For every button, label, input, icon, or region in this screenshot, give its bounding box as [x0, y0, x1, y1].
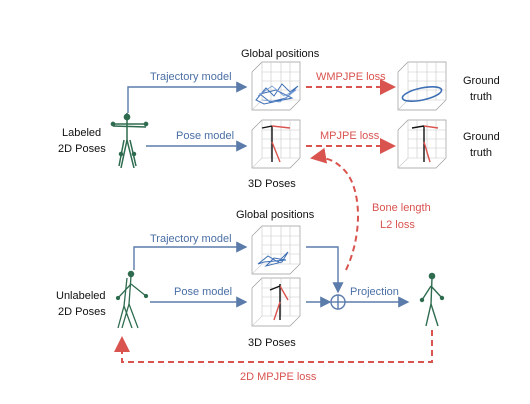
unlabeled-input-label-line1: Unlabeled	[56, 290, 106, 302]
projected-2d-skeleton-icon	[419, 272, 445, 327]
mpjpe-2d-loss-arrow	[114, 330, 433, 363]
bottom-3d-pose-plot	[251, 277, 301, 327]
top-global-positions-title: Global positions	[241, 48, 320, 60]
ground-truth-global-plot	[397, 61, 447, 111]
unlabeled-2d-skeleton-icon	[115, 270, 149, 329]
ground-truth-1-line2: truth	[470, 91, 492, 103]
bottom-global-positions-plot	[251, 225, 301, 275]
labeled-input-label-line1: Labeled	[62, 127, 101, 139]
bottom-pose-model-label: Pose model	[174, 286, 232, 298]
top-trajectory-arrow	[127, 81, 248, 113]
bone-length-label-line2: L2 loss	[380, 219, 415, 231]
bottom-3d-poses-title: 3D Poses	[248, 337, 296, 349]
ground-truth-2-line1: Ground	[463, 131, 500, 143]
ground-truth-2-line2: truth	[470, 147, 492, 159]
mpjpe-loss-label: MPJPE loss	[320, 130, 380, 142]
bottom-trajectory-arrow	[133, 241, 248, 270]
sum-node-icon	[330, 294, 346, 310]
top-trajectory-model-label: Trajectory model	[150, 71, 232, 83]
ground-truth-3d-pose-plot	[397, 119, 447, 169]
bottom-global-positions-title: Global positions	[236, 209, 315, 221]
mpjpe-2d-loss-label: 2D MPJPE loss	[240, 371, 317, 383]
top-3d-poses-title: 3D Poses	[248, 178, 296, 190]
bone-length-label-line1: Bone length	[372, 202, 431, 214]
top-3d-pose-plot	[251, 119, 301, 169]
bottom-trajectory-model-label: Trajectory model	[150, 233, 232, 245]
labeled-2d-skeleton-icon	[110, 113, 149, 169]
unlabeled-input-label-line2: 2D Poses	[58, 306, 106, 318]
ground-truth-1-line1: Ground	[463, 75, 500, 87]
labeled-input-label-line2: 2D Poses	[58, 143, 106, 155]
top-global-positions-plot	[251, 61, 301, 111]
bone-length-loss-arrow	[310, 147, 359, 271]
top-pose-model-label: Pose model	[176, 130, 234, 142]
projection-label: Projection	[350, 286, 399, 298]
global-to-sum-connector	[306, 246, 344, 294]
wmpjpe-loss-label: WMPJPE loss	[316, 71, 386, 83]
